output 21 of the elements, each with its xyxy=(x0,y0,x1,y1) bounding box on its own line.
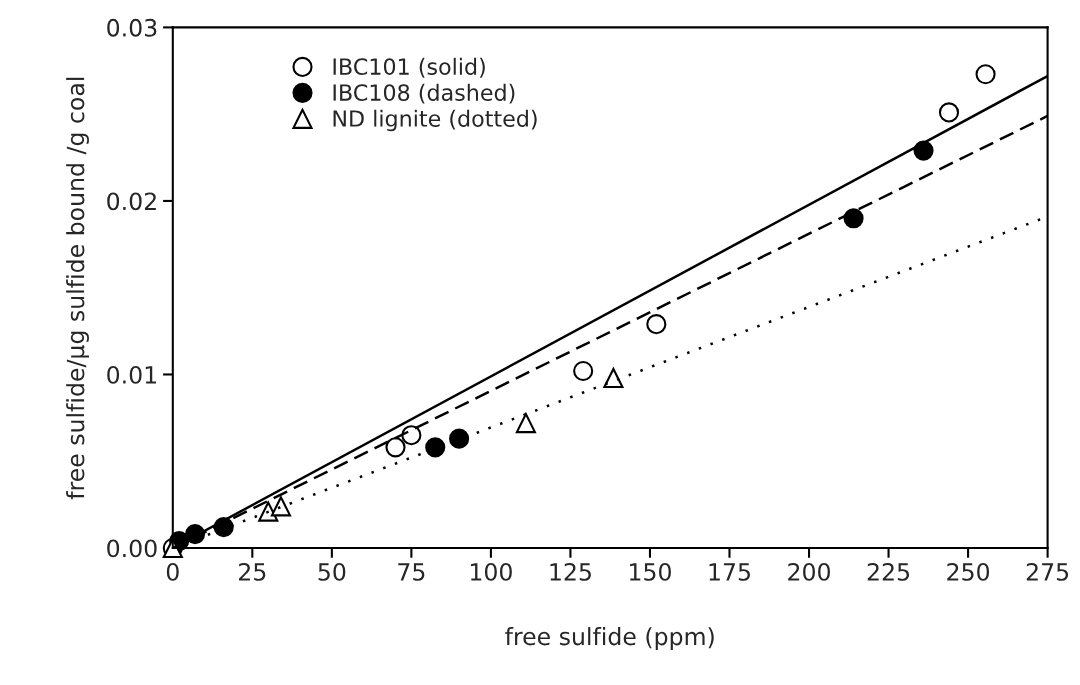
x-tick-label: 200 xyxy=(788,563,830,581)
x-tick-label: 275 xyxy=(1026,563,1069,581)
x-tick-label: 225 xyxy=(867,563,910,581)
x-axis-title: free sulfide (ppm) xyxy=(505,627,714,650)
legend-label: IBC101 (solid) xyxy=(333,57,485,78)
y-tick-label: 0.03 xyxy=(107,18,157,37)
y-axis-title: free sulfide/μg sulfide bound /g coal xyxy=(66,77,89,500)
x-tick-label: 125 xyxy=(550,563,591,581)
x-tick-label: 50 xyxy=(318,563,346,581)
x-tick-label: 175 xyxy=(709,563,750,581)
x-tick-label: 150 xyxy=(630,563,671,581)
legend-label: IBC108 (dashed) xyxy=(333,83,515,104)
x-tick-label: 25 xyxy=(239,563,266,581)
x-tick-label: 250 xyxy=(947,563,990,581)
legend-label: ND lignite (dotted) xyxy=(333,109,537,132)
x-tick-label: 75 xyxy=(398,563,425,581)
y-tick-label: 0.00 xyxy=(107,539,157,558)
y-tick-label: 0.01 xyxy=(107,365,157,384)
y-tick-label: 0.02 xyxy=(107,192,156,211)
x-tick-label: 100 xyxy=(470,563,512,581)
x-tick-label: 0 xyxy=(166,563,179,581)
